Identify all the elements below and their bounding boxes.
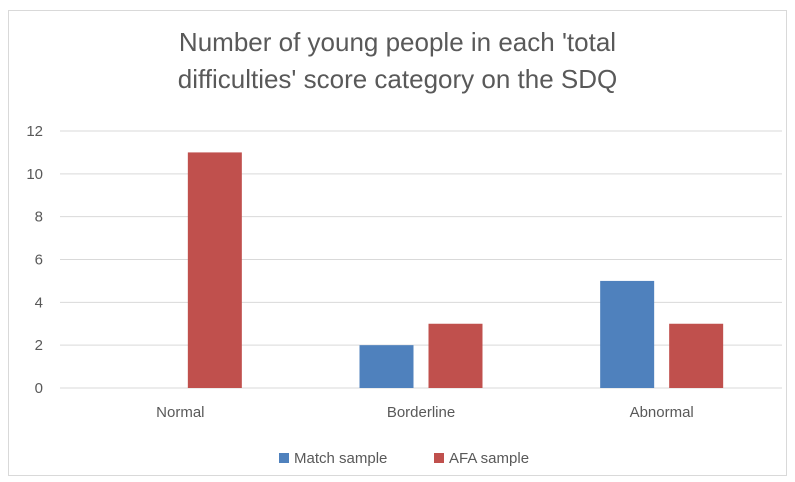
y-tick-label: 0 bbox=[35, 380, 43, 397]
legend-label: Match sample bbox=[294, 450, 387, 467]
chart-title-line-2: difficulties' score category on the SDQ bbox=[177, 64, 618, 94]
y-tick-label: 12 bbox=[26, 123, 43, 140]
x-category-label: Normal bbox=[156, 404, 204, 421]
y-tick-label: 6 bbox=[35, 252, 43, 269]
chart-title: Number of young people in each 'total di… bbox=[0, 24, 795, 98]
chart-frame bbox=[8, 10, 787, 476]
x-axis-categories: Normal Borderline Abnormal bbox=[156, 404, 694, 421]
bar-borderline-afa-sample bbox=[428, 323, 483, 388]
y-tick-label: 4 bbox=[35, 294, 43, 311]
x-category-label: Abnormal bbox=[630, 404, 694, 421]
bar-abnormal-match-sample bbox=[600, 280, 655, 388]
legend-swatch bbox=[434, 453, 444, 463]
bars bbox=[187, 152, 724, 388]
legend: Match sample AFA sample bbox=[279, 450, 529, 467]
bar-abnormal-afa-sample bbox=[669, 323, 724, 388]
bar-borderline-match-sample bbox=[359, 345, 414, 388]
legend-swatch bbox=[279, 453, 289, 463]
bar-normal-afa-sample bbox=[187, 152, 242, 388]
chart-title-line-1: Number of young people in each 'total bbox=[178, 27, 617, 57]
y-tick-label: 10 bbox=[26, 166, 43, 183]
gridlines bbox=[60, 130, 782, 389]
y-axis-ticks: 0 2 4 6 8 10 12 bbox=[26, 123, 43, 397]
y-tick-label: 2 bbox=[35, 337, 43, 354]
x-category-label: Borderline bbox=[387, 404, 455, 421]
legend-label: AFA sample bbox=[449, 450, 529, 467]
y-tick-label: 8 bbox=[35, 209, 43, 226]
